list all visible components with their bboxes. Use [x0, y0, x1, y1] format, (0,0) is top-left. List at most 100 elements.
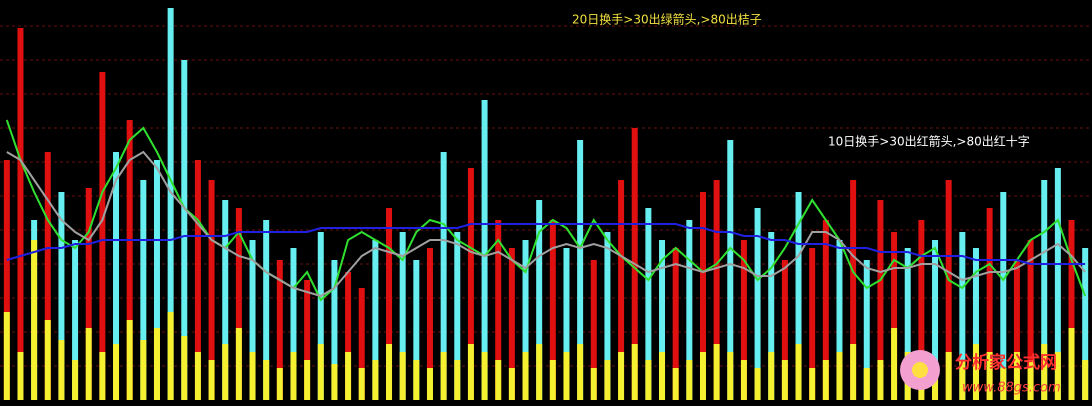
bar — [290, 248, 297, 400]
bar — [508, 248, 515, 400]
bar — [672, 368, 679, 400]
bar — [167, 312, 174, 400]
bar — [645, 208, 652, 400]
bar — [481, 352, 488, 400]
bar — [440, 152, 447, 400]
bar — [235, 328, 242, 400]
bar — [781, 360, 788, 400]
bar — [727, 352, 734, 400]
bar — [263, 220, 270, 400]
bar — [945, 352, 952, 400]
bar — [495, 220, 502, 400]
bar — [44, 152, 51, 400]
bar — [72, 240, 79, 400]
watermark-title: 分析家公式网 — [955, 352, 1057, 373]
bar — [399, 232, 406, 400]
bar — [1041, 180, 1048, 400]
bar — [1013, 352, 1020, 400]
bar — [877, 360, 884, 400]
bar — [1000, 192, 1007, 400]
bar — [1054, 168, 1061, 400]
bar — [399, 352, 406, 400]
bar — [208, 180, 215, 400]
bar — [1041, 344, 1048, 400]
bar — [1068, 328, 1075, 400]
bar — [99, 352, 106, 400]
bar — [495, 360, 502, 400]
bar — [590, 368, 597, 400]
bar — [249, 240, 256, 400]
bar — [99, 72, 106, 400]
bar — [1027, 240, 1034, 400]
bar — [317, 344, 324, 400]
bar — [686, 220, 693, 400]
bar — [740, 360, 747, 400]
bar — [850, 180, 857, 400]
bar — [754, 368, 761, 400]
bar — [276, 368, 283, 400]
bar — [1000, 368, 1007, 400]
bar — [740, 240, 747, 400]
bar — [167, 8, 174, 400]
bar — [959, 232, 966, 400]
bar — [372, 240, 379, 400]
bar — [1027, 360, 1034, 400]
bar — [945, 180, 952, 400]
watermark-logo — [912, 362, 928, 378]
bar — [3, 160, 10, 400]
bar — [413, 360, 420, 400]
bar — [235, 208, 242, 400]
bar — [549, 220, 556, 400]
bar — [836, 240, 843, 400]
bar — [891, 328, 898, 400]
bar — [972, 344, 979, 400]
bar — [17, 28, 24, 400]
annotation: 20日换手>30出绿箭头,>80出桔子 — [572, 12, 762, 27]
bar — [72, 360, 79, 400]
bar — [358, 288, 365, 400]
bar — [699, 192, 706, 400]
bar — [208, 360, 215, 400]
bar — [863, 260, 870, 400]
bar — [822, 360, 829, 400]
bar — [345, 352, 352, 400]
bar — [126, 120, 133, 400]
watermark: 分析家公式网 www.88gs.com — [900, 350, 1061, 396]
bar — [604, 232, 611, 400]
bar — [686, 360, 693, 400]
bar — [58, 192, 65, 400]
bar — [809, 368, 816, 400]
bar — [659, 352, 666, 400]
bar — [1013, 260, 1020, 400]
line — [6, 150, 1086, 298]
bar — [577, 140, 584, 400]
bar — [153, 328, 160, 400]
bar — [3, 312, 10, 400]
bar — [358, 368, 365, 400]
line — [6, 223, 1086, 265]
bar — [577, 344, 584, 400]
bar — [918, 220, 925, 400]
bar — [713, 180, 720, 400]
bar — [372, 360, 379, 400]
bar — [877, 200, 884, 400]
bar — [645, 360, 652, 400]
bar — [467, 344, 474, 400]
bar — [850, 344, 857, 400]
bar — [932, 240, 939, 400]
bar — [440, 352, 447, 400]
bar — [454, 360, 461, 400]
bar — [522, 352, 529, 400]
bar — [454, 232, 461, 400]
bar — [795, 192, 802, 400]
bar — [536, 200, 543, 400]
bar — [904, 248, 911, 400]
bar — [386, 344, 393, 400]
bar — [836, 352, 843, 400]
bar — [44, 320, 51, 400]
bar — [113, 344, 120, 400]
bar — [1068, 220, 1075, 400]
bar — [276, 260, 283, 400]
bar — [549, 360, 556, 400]
watermark-url: www.88gs.com — [962, 381, 1061, 396]
